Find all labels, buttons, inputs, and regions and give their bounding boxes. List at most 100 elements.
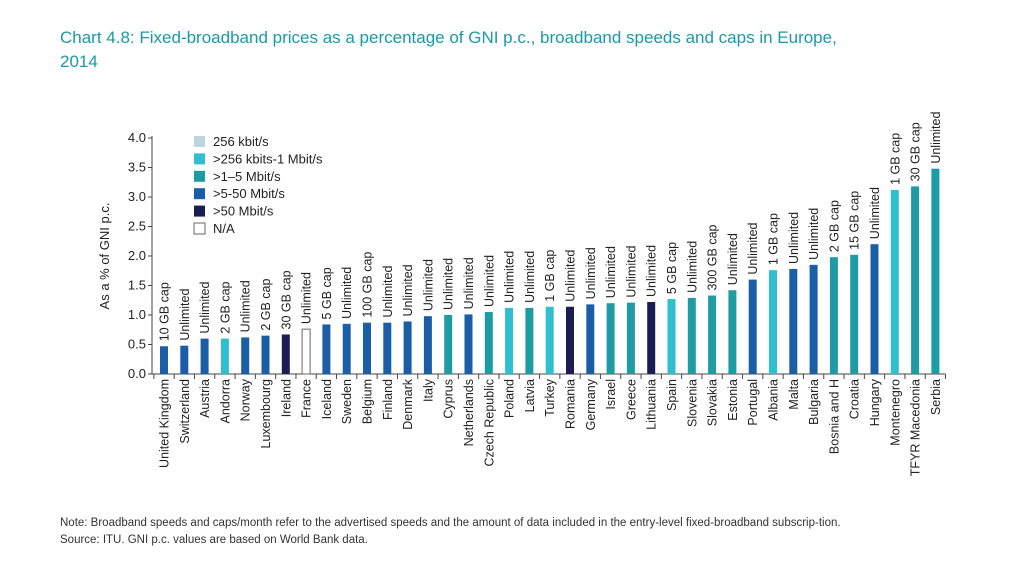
- cap-label: Unlimited: [239, 280, 253, 332]
- cap-label: Unlimited: [421, 259, 435, 311]
- category-label: Luxembourg: [259, 379, 273, 449]
- bar: [423, 316, 432, 374]
- y-tick-label: 2.0: [128, 248, 146, 263]
- bar: [403, 321, 412, 374]
- cap-label: 2 GB cap: [827, 200, 841, 252]
- legend-label: >5-50 Mbit/s: [213, 186, 285, 201]
- bar: [322, 324, 331, 374]
- cap-label: 1 GB cap: [767, 213, 781, 265]
- cap-label: Unlimited: [807, 208, 821, 260]
- category-label: Andorra: [218, 379, 232, 424]
- category-label: Lithuania: [645, 379, 659, 430]
- cap-label: Unlimited: [564, 250, 578, 302]
- category-label: Belgium: [361, 379, 375, 424]
- y-tick-label: 0.0: [128, 366, 146, 381]
- bar: [545, 306, 554, 374]
- cap-label: Unlimited: [584, 247, 598, 299]
- cap-label: Unlimited: [503, 251, 517, 303]
- category-label: Estonia: [726, 379, 740, 421]
- bar: [383, 322, 392, 374]
- legend-swatch: [194, 188, 205, 200]
- cap-label: 10 GB cap: [158, 282, 172, 341]
- bar: [342, 323, 351, 374]
- cap-label: 2 GB cap: [259, 278, 273, 330]
- cap-label: Unlimited: [645, 245, 659, 297]
- category-label: United Kingdom: [158, 379, 172, 468]
- category-label: Albania: [767, 379, 781, 421]
- bar: [769, 270, 777, 374]
- cap-label: 5 GB cap: [665, 242, 679, 294]
- category-label: Italy: [421, 378, 435, 402]
- category-label: Romania: [564, 379, 578, 429]
- category-label: Portugal: [746, 379, 760, 426]
- bar: [870, 244, 879, 374]
- cap-label: Unlimited: [685, 241, 699, 293]
- bar: [809, 264, 818, 374]
- note-text: Note: Broadband speeds and caps/month re…: [60, 517, 841, 529]
- bar: [261, 335, 270, 374]
- bar: [850, 254, 859, 374]
- cap-label: 30 GB cap: [909, 122, 923, 181]
- legend-swatch: [194, 153, 205, 165]
- legend-swatch: [194, 136, 205, 147]
- category-label: Malta: [787, 379, 801, 410]
- cap-label: 2 GB cap: [218, 281, 232, 333]
- legend-label: N/A: [213, 221, 235, 236]
- cap-label: Unlimited: [482, 255, 496, 307]
- bar: [687, 297, 696, 374]
- cap-label: Unlimited: [868, 187, 882, 239]
- title-line-2: 2014: [60, 52, 98, 71]
- bar: [931, 168, 940, 374]
- cap-label: Unlimited: [442, 258, 456, 310]
- category-label: Croatia: [848, 379, 862, 419]
- y-tick-label: 3.0: [128, 189, 146, 204]
- category-label: Netherlands: [462, 379, 476, 446]
- bar: [748, 279, 757, 374]
- bar: [281, 334, 290, 374]
- cap-label: 5 GB cap: [320, 267, 334, 319]
- category-label: Iceland: [320, 379, 334, 419]
- category-label: Slovenia: [685, 379, 699, 427]
- source-text: Source: ITU. GNI p.c. values are based o…: [60, 534, 368, 546]
- cap-label: Unlimited: [462, 257, 476, 309]
- category-label: Greece: [624, 379, 638, 420]
- category-label: Switzerland: [178, 379, 192, 444]
- cap-label: Unlimited: [401, 264, 415, 316]
- category-label: Latvia: [523, 379, 537, 412]
- y-tick-label: 2.5: [128, 219, 146, 234]
- cap-label: 1 GB cap: [888, 133, 902, 185]
- cap-label: 30 GB cap: [279, 270, 293, 329]
- y-axis-title: As a % of GNI p.c.: [97, 203, 112, 310]
- cap-label: Unlimited: [381, 266, 395, 318]
- category-label: Finland: [381, 379, 395, 420]
- chart-title: Chart 4.8: Fixed-broadband prices as a p…: [60, 26, 960, 74]
- bar: [566, 306, 574, 374]
- legend-label: >50 Mbit/s: [213, 204, 274, 219]
- legend-label: 256 kbit/s: [213, 134, 269, 149]
- title-line-1: Chart 4.8: Fixed-broadband prices as a p…: [60, 28, 837, 47]
- cap-label: 15 GB cap: [848, 191, 862, 250]
- category-label: Cyprus: [442, 379, 456, 419]
- cap-label: Unlimited: [746, 222, 760, 274]
- legend-swatch: [193, 222, 206, 235]
- category-label: Austria: [198, 379, 212, 418]
- bar: [180, 345, 189, 374]
- bar: [505, 307, 514, 374]
- cap-label: Unlimited: [787, 212, 801, 264]
- legend-swatch: [194, 205, 205, 217]
- bar: [626, 302, 635, 374]
- cap-label: Unlimited: [300, 272, 314, 324]
- category-label: Poland: [503, 379, 517, 418]
- cap-label: Unlimited: [198, 281, 212, 333]
- category-label: Montenegro: [888, 379, 902, 446]
- legend-label: >1–5 Mbit/s: [213, 169, 281, 184]
- category-label: Spain: [665, 379, 679, 411]
- category-label: Denmark: [401, 378, 415, 429]
- bar: [220, 338, 229, 374]
- bar: [444, 315, 453, 374]
- y-tick-label: 0.5: [128, 337, 146, 352]
- bar: [200, 338, 209, 374]
- category-label: TFYR Macedonia: [909, 379, 923, 476]
- bar: [606, 303, 615, 374]
